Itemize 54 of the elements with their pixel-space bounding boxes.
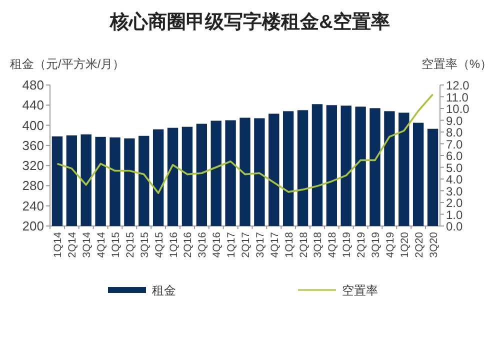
x-tick-label: 1Q14 [52,232,64,258]
y-tick-label: 400 [22,118,44,133]
y-tick-label: 480 [22,78,44,92]
legend-label: 空置率 [342,284,378,298]
y2-axis-title: 空置率（%） [421,57,492,71]
y2-tick-label: 1.0 [446,208,464,222]
y-tick-label: 280 [22,178,44,194]
x-tick-label: 3Q14 [81,232,94,258]
x-tick-label: 2Q16 [182,232,194,258]
x-tick-label: 1Q19 [341,232,354,258]
y-axis-title: 租金（元/平方米/月） [10,57,125,71]
x-tick-label: 4Q19 [384,232,396,258]
legend-label: 租金 [152,284,176,298]
x-tick-label: 3Q20 [428,232,440,258]
x-tick-label: 4Q14 [96,232,108,258]
y2-tick-label: 7.0 [446,137,464,152]
y2-tick-label: 6.0 [446,149,464,163]
x-tick-label: 4Q17 [268,232,281,258]
x-tick-label: 1Q18 [283,232,296,258]
x-tick-label: 3Q16 [196,232,209,258]
y2-tick-label: 0.0 [446,220,464,234]
x-tick-label: 1Q17 [226,232,238,258]
x-tick-label: 3Q17 [254,232,266,258]
x-tick-label: 2Q15 [124,232,136,258]
x-tick-label: 2Q14 [66,232,79,258]
x-tick-label: 4Q15 [153,232,166,258]
x-tick-label: 1Q20 [398,232,411,258]
x-tick-label: 2Q18 [298,232,310,258]
line-series [56,94,434,194]
y2-tick-label: 11.0 [446,90,469,104]
y2-tick-label: 12.0 [446,78,470,92]
x-tick-label: 3Q18 [312,232,324,258]
y2-tick-label: 8.0 [446,126,464,140]
y-tick-label: 240 [22,198,44,214]
x-tick-label: 2Q19 [356,232,368,258]
y2-tick-label: 9.0 [446,114,464,128]
y2-tick-label: 10.0 [446,102,470,116]
x-tick-label: 2Q20 [413,232,426,258]
y-tick-label: 440 [22,98,44,113]
x-tick-label: 2Q17 [240,232,252,258]
y-tick-label: 200 [22,218,44,234]
x-tick-label: 1Q16 [168,232,180,258]
x-tick-label: 3Q15 [138,232,151,258]
y2-tick-label: 4.0 [446,172,464,186]
x-tick-label: 3Q19 [370,232,382,258]
x-tick-label: 4Q18 [326,232,339,258]
y2-tick-label: 3.0 [446,184,464,198]
y2-tick-label: 2.0 [446,196,464,210]
chart-title: 核心商圈甲级写字楼租金&空置率 [109,11,390,33]
y-tick-label: 360 [22,138,44,153]
x-tick-label: 1Q15 [110,232,122,258]
x-tick-label: 4Q16 [211,232,224,258]
y2-tick-label: 5.0 [446,160,464,175]
y-tick-label: 320 [22,158,44,174]
